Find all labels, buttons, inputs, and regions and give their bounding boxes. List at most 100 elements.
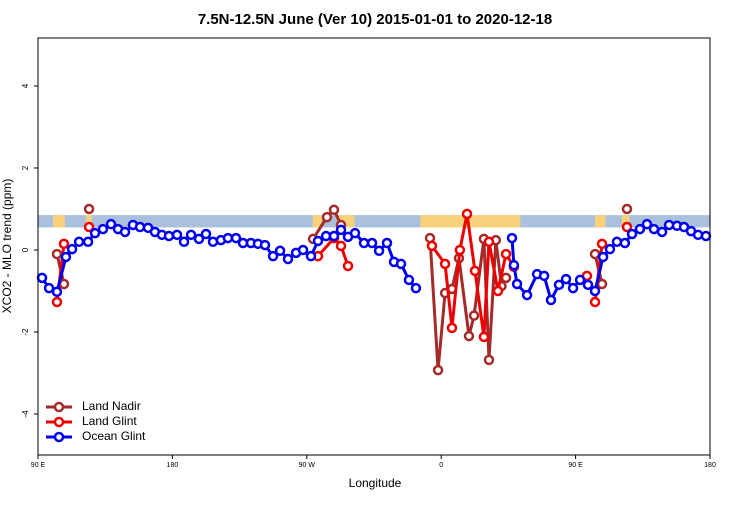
data-point — [521, 289, 533, 301]
data-point — [267, 250, 279, 262]
data-point — [230, 232, 242, 244]
data-point — [305, 250, 317, 262]
data-point — [58, 238, 70, 250]
legend-label: Land Glint — [82, 414, 137, 428]
data-point — [538, 270, 550, 282]
legend-marker — [53, 416, 65, 428]
data-point — [611, 236, 623, 248]
data-point — [259, 239, 271, 251]
data-point — [478, 331, 490, 343]
data-point — [506, 232, 518, 244]
data-point — [582, 279, 594, 291]
legend-label: Land Nadir — [82, 399, 141, 413]
data-point — [89, 227, 101, 239]
data-point — [395, 258, 407, 270]
data-point — [66, 243, 78, 255]
data-point — [335, 224, 347, 236]
data-point — [621, 221, 633, 233]
data-point — [178, 236, 190, 248]
data-point — [373, 245, 385, 257]
plot-frame — [37, 37, 711, 456]
map-strip-land — [85, 215, 92, 228]
data-point — [163, 230, 175, 242]
x-tick-label: 0 — [439, 462, 443, 469]
data-point — [596, 238, 608, 250]
y-tick-label: 0 — [21, 247, 30, 252]
x-tick-label: 180 — [704, 462, 716, 469]
data-point — [426, 240, 438, 252]
data-point — [36, 272, 48, 284]
chart-title: 7.5N-12.5N June (Ver 10) 2015-01-01 to 2… — [198, 11, 552, 28]
data-point — [335, 240, 347, 252]
data-point — [171, 229, 183, 241]
x-tick-label: 90 E — [568, 462, 583, 469]
data-point — [641, 218, 653, 230]
y-tick-label: -2 — [21, 328, 30, 336]
data-point — [358, 237, 370, 249]
data-point — [634, 223, 646, 235]
data-point — [342, 260, 354, 272]
data-point — [274, 245, 286, 257]
data-point — [468, 310, 480, 321]
data-point — [692, 229, 704, 241]
data-point — [454, 244, 466, 256]
data-point — [469, 265, 481, 277]
x-axis-label: Longitude — [349, 476, 402, 490]
data-point — [403, 274, 415, 286]
map-strip-land — [420, 215, 521, 228]
data-point — [483, 236, 495, 248]
data-point — [604, 243, 616, 255]
data-point — [500, 248, 512, 260]
x-tick-label: 90 W — [299, 462, 316, 469]
data-point — [200, 228, 212, 240]
data-point — [381, 237, 393, 249]
data-point — [567, 282, 579, 294]
data-point — [621, 203, 633, 215]
data-point — [545, 294, 557, 306]
data-point — [483, 354, 495, 366]
data-point — [492, 285, 504, 297]
data-point — [51, 248, 63, 260]
x-tick-label: 90 E — [31, 462, 46, 469]
x-tick-label: 180 — [167, 462, 179, 469]
data-point — [589, 285, 601, 297]
data-point — [432, 364, 444, 376]
data-point — [463, 330, 475, 342]
y-tick-label: -4 — [21, 410, 30, 418]
data-point — [349, 227, 361, 239]
data-point — [60, 251, 72, 263]
data-point — [97, 223, 109, 235]
data-point — [119, 226, 131, 238]
data-point — [185, 229, 197, 241]
data-point — [626, 228, 638, 240]
data-point — [553, 279, 565, 291]
data-point — [43, 282, 55, 294]
data-point — [321, 211, 333, 223]
map-strip-land — [595, 215, 606, 228]
data-point — [51, 286, 63, 298]
data-point — [83, 221, 95, 233]
data-point — [656, 226, 668, 238]
data-point — [105, 218, 117, 230]
data-point — [560, 273, 572, 285]
data-point — [700, 230, 712, 242]
data-point — [619, 237, 631, 249]
data-point — [134, 221, 146, 233]
legend-marker — [53, 401, 65, 413]
y-tick-label: 2 — [21, 165, 30, 170]
data-point — [51, 296, 63, 308]
data-point — [410, 282, 422, 294]
data-point — [222, 232, 234, 244]
data-point — [193, 233, 205, 245]
data-point — [83, 203, 95, 215]
data-point — [297, 244, 309, 256]
data-point — [500, 272, 512, 284]
data-point — [589, 296, 601, 308]
data-point — [461, 208, 473, 220]
legend-marker — [53, 431, 65, 443]
data-point — [282, 253, 294, 265]
data-point — [82, 236, 94, 248]
data-point — [574, 274, 586, 286]
data-point — [597, 251, 609, 263]
